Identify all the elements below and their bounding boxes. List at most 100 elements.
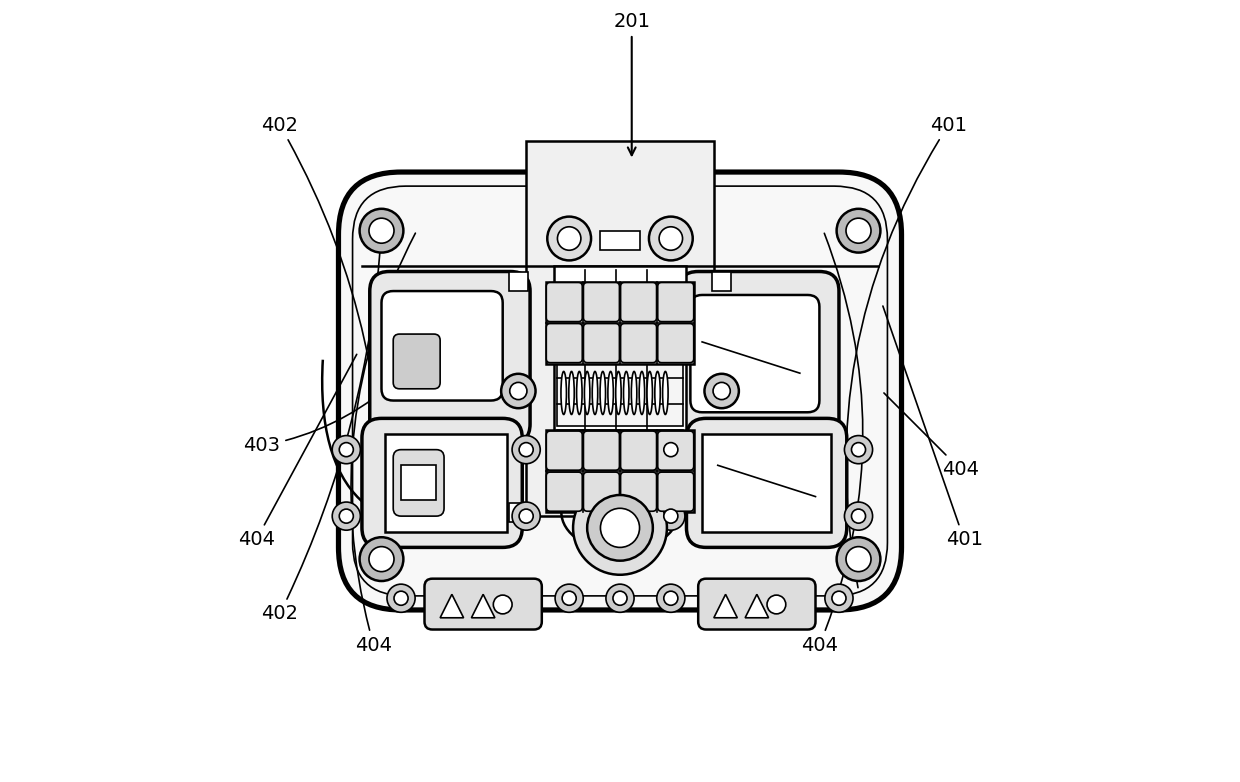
Bar bbox=[558, 360, 682, 426]
Ellipse shape bbox=[593, 371, 598, 414]
FancyBboxPatch shape bbox=[584, 472, 620, 511]
Circle shape bbox=[837, 209, 880, 253]
FancyBboxPatch shape bbox=[547, 472, 583, 511]
Circle shape bbox=[846, 547, 870, 572]
Circle shape bbox=[600, 508, 640, 547]
FancyBboxPatch shape bbox=[657, 431, 693, 470]
Circle shape bbox=[558, 227, 580, 250]
Ellipse shape bbox=[577, 371, 582, 414]
Text: 401: 401 bbox=[846, 116, 967, 588]
Circle shape bbox=[510, 382, 527, 400]
Ellipse shape bbox=[616, 371, 621, 414]
FancyBboxPatch shape bbox=[393, 334, 440, 389]
Bar bbox=[546, 282, 694, 364]
Text: 402: 402 bbox=[262, 116, 383, 556]
Circle shape bbox=[844, 436, 873, 464]
FancyBboxPatch shape bbox=[620, 431, 656, 470]
Text: 401: 401 bbox=[883, 306, 982, 549]
Circle shape bbox=[837, 537, 880, 581]
Circle shape bbox=[360, 537, 403, 581]
Ellipse shape bbox=[600, 371, 605, 414]
Ellipse shape bbox=[560, 371, 567, 414]
Circle shape bbox=[520, 509, 533, 523]
Bar bbox=[712, 272, 732, 291]
Bar bbox=[401, 465, 436, 500]
Circle shape bbox=[387, 584, 415, 612]
Polygon shape bbox=[745, 594, 769, 618]
Circle shape bbox=[562, 591, 577, 605]
FancyBboxPatch shape bbox=[547, 324, 583, 363]
Circle shape bbox=[370, 218, 394, 243]
Bar bbox=[386, 434, 507, 532]
Circle shape bbox=[520, 443, 533, 457]
FancyBboxPatch shape bbox=[370, 271, 529, 443]
Circle shape bbox=[394, 591, 408, 605]
FancyBboxPatch shape bbox=[382, 291, 502, 400]
Circle shape bbox=[606, 584, 634, 612]
Circle shape bbox=[713, 382, 730, 400]
FancyBboxPatch shape bbox=[424, 579, 542, 630]
Bar bbox=[508, 272, 528, 291]
Polygon shape bbox=[714, 594, 738, 618]
FancyBboxPatch shape bbox=[547, 431, 583, 470]
FancyBboxPatch shape bbox=[584, 324, 620, 363]
Circle shape bbox=[494, 595, 512, 614]
Circle shape bbox=[663, 509, 678, 523]
FancyBboxPatch shape bbox=[657, 324, 693, 363]
Ellipse shape bbox=[639, 371, 645, 414]
Circle shape bbox=[340, 443, 353, 457]
Circle shape bbox=[852, 509, 866, 523]
FancyBboxPatch shape bbox=[678, 271, 839, 443]
Bar bbox=[553, 266, 687, 454]
Circle shape bbox=[846, 218, 870, 243]
FancyBboxPatch shape bbox=[620, 282, 656, 321]
Circle shape bbox=[663, 591, 678, 605]
Ellipse shape bbox=[662, 371, 668, 414]
Circle shape bbox=[657, 436, 684, 464]
Circle shape bbox=[657, 502, 684, 530]
FancyBboxPatch shape bbox=[584, 282, 620, 321]
FancyBboxPatch shape bbox=[547, 282, 583, 321]
Circle shape bbox=[649, 217, 693, 260]
FancyBboxPatch shape bbox=[657, 472, 693, 511]
Polygon shape bbox=[471, 594, 495, 618]
Ellipse shape bbox=[631, 371, 637, 414]
FancyBboxPatch shape bbox=[584, 431, 620, 470]
Ellipse shape bbox=[608, 371, 614, 414]
FancyBboxPatch shape bbox=[339, 172, 901, 610]
Ellipse shape bbox=[584, 371, 590, 414]
Bar bbox=[600, 231, 640, 250]
Bar bbox=[546, 430, 694, 512]
Circle shape bbox=[852, 443, 866, 457]
Text: 402: 402 bbox=[262, 234, 382, 623]
Text: 404: 404 bbox=[351, 233, 415, 655]
Text: 404: 404 bbox=[238, 354, 357, 549]
Text: 404: 404 bbox=[884, 393, 978, 479]
Circle shape bbox=[613, 591, 627, 605]
Bar bbox=[526, 141, 714, 516]
FancyBboxPatch shape bbox=[698, 579, 816, 630]
Circle shape bbox=[360, 209, 403, 253]
Circle shape bbox=[501, 374, 536, 408]
Circle shape bbox=[657, 584, 684, 612]
Circle shape bbox=[832, 591, 846, 605]
Ellipse shape bbox=[655, 371, 660, 414]
FancyBboxPatch shape bbox=[620, 472, 656, 511]
Text: 403: 403 bbox=[243, 377, 399, 455]
Circle shape bbox=[704, 374, 739, 408]
Circle shape bbox=[768, 595, 786, 614]
Circle shape bbox=[573, 481, 667, 575]
Circle shape bbox=[512, 436, 541, 464]
FancyBboxPatch shape bbox=[687, 418, 847, 547]
Bar bbox=[712, 503, 732, 522]
Text: 404: 404 bbox=[801, 233, 863, 655]
FancyBboxPatch shape bbox=[362, 418, 522, 547]
Bar bbox=[702, 434, 831, 532]
Circle shape bbox=[825, 584, 853, 612]
Ellipse shape bbox=[647, 371, 652, 414]
Ellipse shape bbox=[624, 371, 629, 414]
Text: 201: 201 bbox=[614, 13, 650, 155]
Circle shape bbox=[844, 502, 873, 530]
Bar bbox=[508, 503, 528, 522]
FancyBboxPatch shape bbox=[657, 282, 693, 321]
